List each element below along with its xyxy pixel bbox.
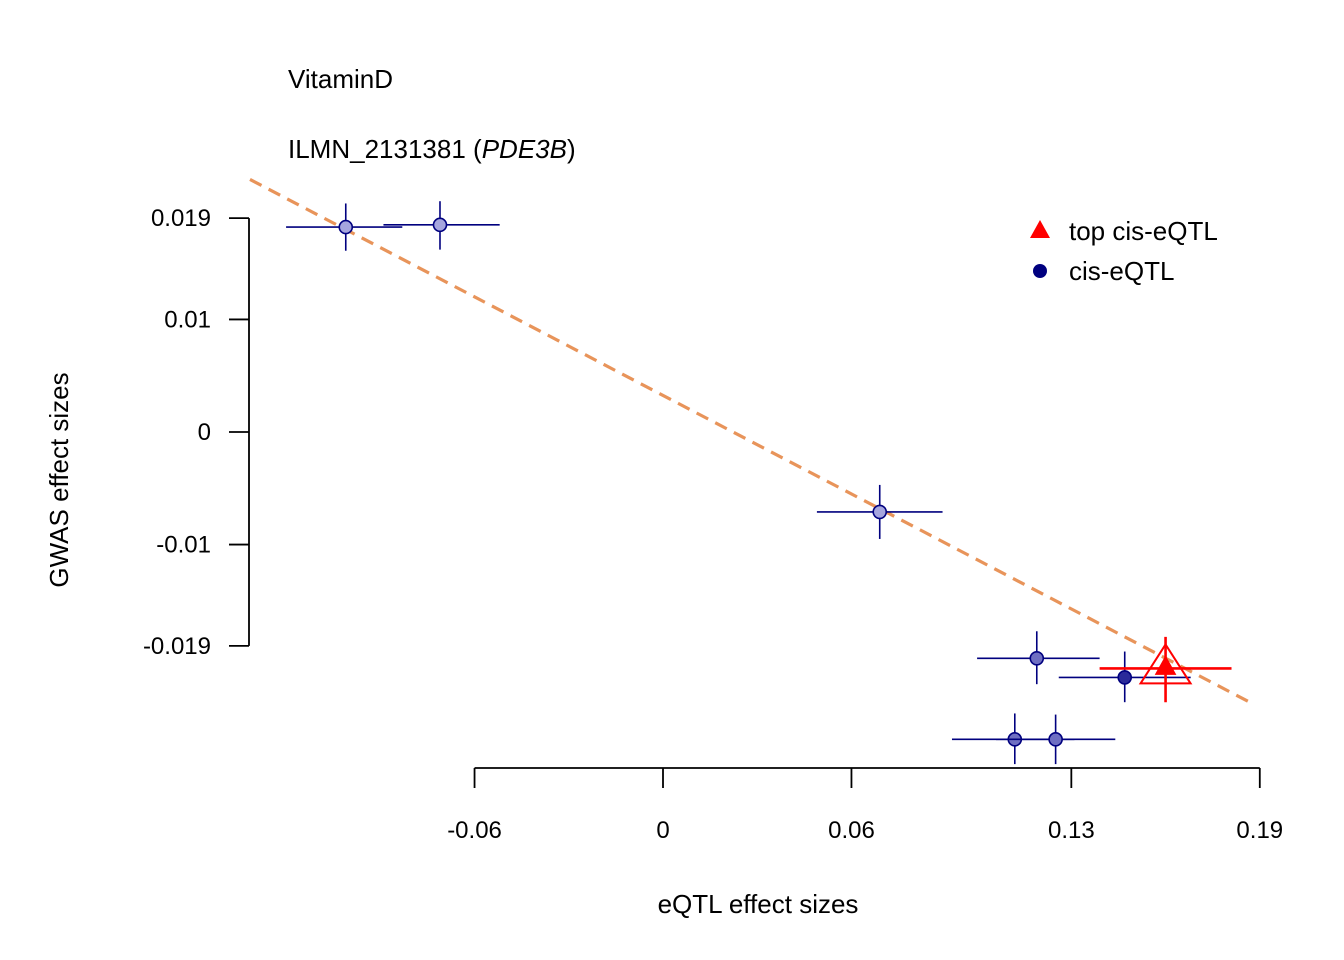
cis-eqtl-point: [1058, 651, 1191, 703]
triangle-icon: [1030, 220, 1050, 238]
points-layer: [286, 201, 1232, 765]
y-tick-label: -0.019: [143, 633, 211, 660]
top-marker: [1154, 655, 1177, 675]
legend-entry: cis-eQTL: [1033, 256, 1174, 286]
top-marker-outline: [1138, 642, 1193, 685]
cis-eqtl-point: [995, 714, 1116, 765]
chart-subtitle: ILMN_2131381 (PDE3B): [288, 134, 576, 164]
cis-eqtl-point: [286, 203, 403, 251]
y-tick-label: -0.01: [156, 532, 211, 559]
y-tick-label: 0.01: [164, 306, 211, 333]
x-tick-label: 0: [656, 817, 669, 844]
point-marker: [1117, 670, 1133, 685]
x-tick-label: 0.06: [828, 817, 875, 844]
subtitle-probe: ILMN_2131381: [288, 134, 466, 164]
cis-eqtl-point: [977, 631, 1100, 685]
point-marker: [338, 219, 354, 235]
chart-title: VitaminD: [288, 64, 393, 94]
y-axis-label: GWAS effect sizes: [44, 372, 74, 587]
legend: top cis-eQTL cis-eQTL: [1030, 216, 1218, 286]
legend-label: cis-eQTL: [1069, 256, 1174, 286]
x-axis-label: eQTL effect sizes: [658, 889, 859, 919]
point-marker: [872, 504, 888, 520]
point-marker: [1029, 650, 1045, 666]
point-marker: [1048, 732, 1063, 747]
legend-label: top cis-eQTL: [1069, 216, 1218, 246]
top-cis-eqtl-point: [1099, 636, 1232, 703]
axes-layer: -0.06 0 0.06 0.13 0.19 0.019 0.01 0 -0.01 -0.019: [143, 205, 1283, 844]
subtitle-open: (: [466, 134, 482, 164]
point-marker: [432, 217, 448, 233]
cis-eqtl-point: [816, 484, 943, 539]
circle-icon: [1033, 264, 1047, 278]
subtitle-gene: PDE3B: [482, 134, 567, 164]
y-tick-label: 0.019: [151, 205, 211, 232]
x-tick-label: -0.06: [447, 817, 502, 844]
y-tick-label: 0: [198, 419, 211, 446]
legend-entry: top cis-eQTL: [1030, 216, 1218, 246]
x-tick-label: 0.13: [1048, 817, 1095, 844]
subtitle-close: ): [567, 134, 576, 164]
cis-eqtl-point: [383, 201, 500, 250]
x-tick-label: 0.19: [1236, 817, 1283, 844]
